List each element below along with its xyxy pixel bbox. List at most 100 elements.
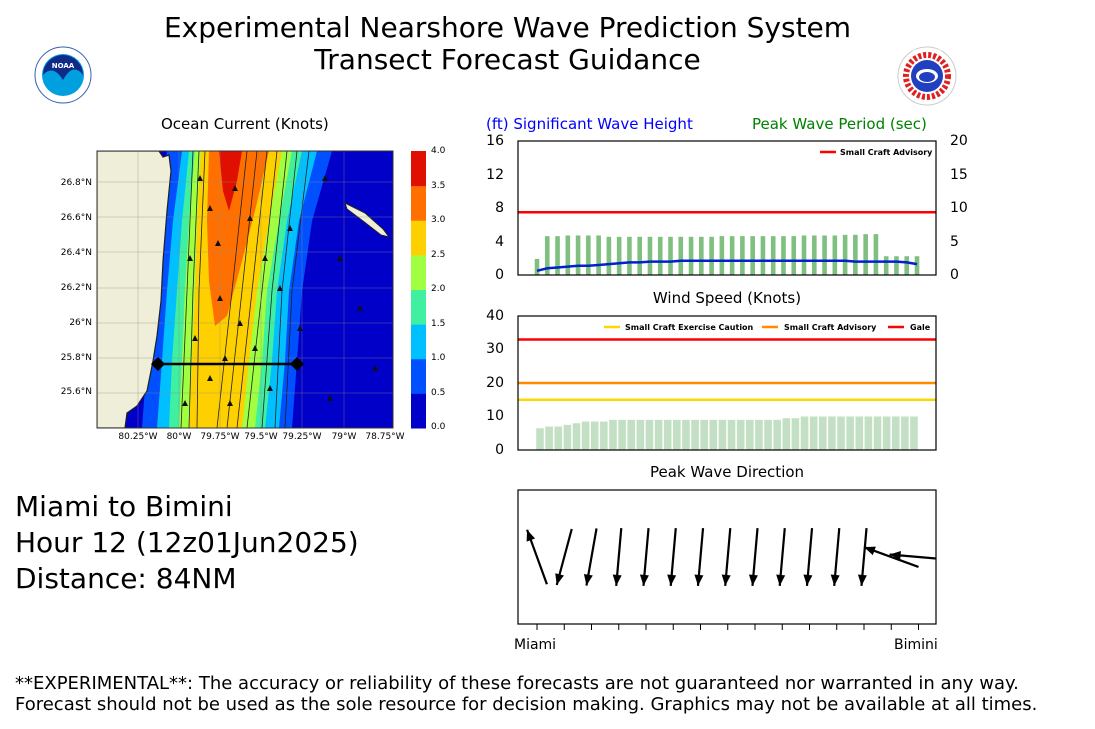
wave-period-bar — [719, 236, 725, 275]
map-ytick: 26°N — [69, 318, 92, 328]
colorbar-tick: 3.5 — [431, 181, 446, 191]
map-xtick: 79.25°W — [282, 432, 322, 442]
wave-period-bar — [904, 256, 910, 275]
map-ytick: 25.8°N — [60, 353, 92, 363]
wave-period-bar — [832, 235, 838, 275]
colorbar-tick: 1.5 — [431, 319, 446, 329]
colorbar-segment — [411, 151, 426, 187]
colorbar-segment — [411, 358, 426, 394]
wave-chart-frame — [517, 140, 937, 276]
colorbar-segment — [411, 289, 426, 325]
wind-speed-bar — [755, 419, 763, 450]
wave-period-bar — [555, 236, 560, 275]
wind-speed-bar — [855, 416, 864, 450]
wave-period-bar — [863, 234, 868, 275]
wave-period-title: Peak Wave Period (sec) — [752, 115, 927, 133]
colorbar-segment — [411, 254, 426, 290]
wave-period-bar — [647, 236, 653, 275]
wind-speed-bar — [627, 419, 636, 450]
colorbar-tick: 4.0 — [431, 146, 446, 156]
transect-start-marker — [151, 357, 165, 371]
colorbar-segment — [411, 220, 426, 256]
wind-speed-bar — [800, 416, 809, 450]
legend-label-gale: Gale — [910, 323, 931, 332]
direction-arrow-head — [639, 574, 649, 586]
wave-period-bar — [801, 235, 807, 275]
wave-right-tick: 0 — [950, 267, 959, 283]
wind-speed-bar — [901, 416, 909, 450]
wave-period-bar — [627, 236, 632, 275]
noaa-logo: NOAA — [34, 46, 92, 104]
colorbar-segment — [411, 185, 426, 221]
wind-speed-bar — [563, 424, 572, 450]
colorbar-segment — [411, 324, 426, 360]
x-label-bimini: Bimini — [894, 637, 938, 653]
wave-period-bar — [760, 236, 766, 275]
map-ytick: 26.2°N — [60, 283, 92, 293]
wave-period-bar — [637, 236, 643, 275]
direction-arrow-head — [583, 573, 593, 586]
wind-speed-bar — [536, 428, 544, 450]
wave-height-line — [536, 259, 918, 273]
wave-right-tick: 15 — [950, 167, 968, 183]
page-title-line1: Experimental Nearshore Wave Prediction S… — [163, 11, 852, 44]
direction-title: Peak Wave Direction — [649, 463, 805, 481]
wind-tick: 10 — [486, 408, 504, 424]
colorbar-tick: 2.0 — [431, 284, 446, 294]
ocean-current-map — [96, 150, 394, 429]
direction-arrow-head — [694, 574, 704, 586]
wind-speed-bar — [846, 416, 854, 450]
wind-tick: 20 — [486, 375, 504, 391]
wind-speed-bar — [891, 416, 900, 450]
wind-speed-bar — [727, 419, 736, 450]
current-colorbar — [411, 151, 426, 429]
noaa-logo-text: NOAA — [52, 62, 75, 70]
map-title: Ocean Current (Knots) — [161, 115, 329, 133]
map-ytick: 26.8°N — [60, 178, 92, 188]
wind-speed-bar — [709, 419, 718, 450]
wind-speed-bar — [554, 426, 563, 450]
wave-left-tick: 16 — [486, 133, 504, 149]
wind-speed-bar — [691, 419, 699, 450]
direction-arrow-head — [667, 574, 677, 586]
colorbar-segment — [411, 393, 426, 429]
wave-height-title: (ft) Significant Wave Height — [486, 115, 693, 133]
direction-arrow-head — [526, 529, 536, 542]
wind-speed-bar — [609, 419, 617, 450]
map-xtick: 79.5°W — [244, 432, 278, 442]
page-title-line2: Transect Forecast Guidance — [314, 43, 701, 76]
wave-right-tick: 20 — [950, 133, 968, 149]
current-contours — [180, 151, 310, 428]
wind-speed-bar — [700, 419, 708, 450]
transect-end-marker — [290, 357, 304, 371]
colorbar-tick: 0.5 — [431, 388, 446, 398]
map-xtick: 79.75°W — [200, 432, 240, 442]
wind-speed-bar — [682, 419, 690, 450]
wind-speed-bar — [882, 416, 891, 450]
wave-period-bar — [842, 234, 848, 275]
direction-arrow-head — [555, 573, 564, 586]
wind-speed-bar — [746, 419, 754, 450]
x-label-miami: Miami — [514, 637, 557, 653]
wind-speed-bar — [654, 419, 663, 450]
map-xtick: 78.75°W — [365, 432, 405, 442]
current-arrows — [182, 175, 378, 406]
wind-title: Wind Speed (Knots) — [652, 289, 802, 307]
wave-right-tick: 5 — [950, 234, 959, 250]
wind-speed-bar — [764, 419, 772, 450]
wind-speed-bar — [572, 423, 581, 450]
disclaimer-line2: Forecast should not be used as the sole … — [15, 694, 1038, 715]
wind-speed-bar — [663, 419, 672, 450]
wave-period-bar — [616, 236, 622, 275]
colorbar-tick: 0.0 — [431, 422, 446, 432]
wave-left-tick: 4 — [495, 234, 504, 250]
wind-speed-bar — [581, 421, 590, 450]
wave-period-bar — [873, 234, 879, 275]
legend-label-sca: Small Craft Advisory — [840, 148, 933, 157]
map-land-bahamas — [344, 202, 391, 238]
wind-speed-bar — [545, 426, 553, 450]
wave-left-tick: 0 — [495, 267, 504, 283]
wave-right-tick: 10 — [950, 200, 968, 216]
wind-tick: 30 — [486, 341, 504, 357]
wave-period-bar — [596, 235, 601, 275]
